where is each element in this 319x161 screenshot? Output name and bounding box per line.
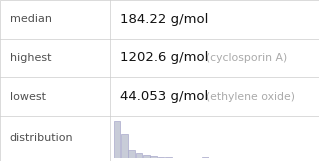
Bar [143,155,150,158]
Text: highest: highest [10,53,51,63]
Bar [202,157,209,158]
Text: (ethylene oxide): (ethylene oxide) [206,92,295,102]
Bar [136,153,142,158]
Bar [151,156,157,158]
Bar [165,157,172,158]
Text: median: median [10,14,52,24]
Text: 1202.6 g/mol: 1202.6 g/mol [120,52,208,64]
Text: lowest: lowest [10,92,46,102]
Text: (cyclosporin A): (cyclosporin A) [206,53,287,63]
Bar [121,134,128,158]
Text: distribution: distribution [10,133,73,143]
Bar [129,150,135,158]
Text: 184.22 g/mol: 184.22 g/mol [120,13,208,26]
Bar [114,121,120,158]
Text: 44.053 g/mol: 44.053 g/mol [120,90,208,103]
Bar [158,157,164,158]
